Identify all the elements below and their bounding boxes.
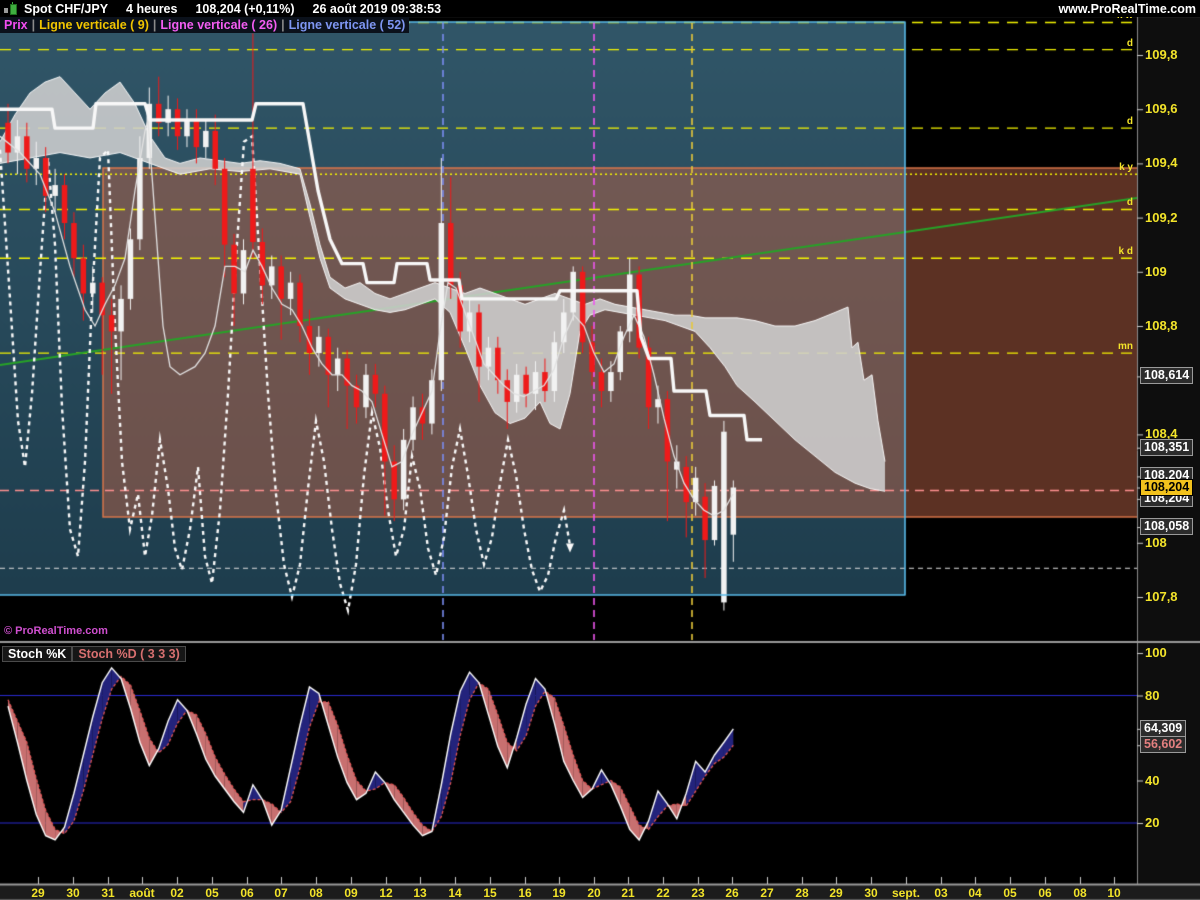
date-axis-label: 06 — [1038, 886, 1052, 900]
date-axis-label: 20 — [587, 886, 601, 900]
date-axis-label: 31 — [101, 886, 115, 900]
legend-separator: | — [31, 17, 36, 33]
date-axis-label: août — [129, 886, 155, 900]
price-axis-label: 109,4 — [1145, 155, 1178, 171]
date-axis-label: 08 — [1073, 886, 1087, 900]
date-axis-label: 16 — [518, 886, 532, 900]
price-axis-label: 108,8 — [1145, 318, 1178, 333]
price-axis-label: 109,8 — [1145, 47, 1178, 62]
date-axis-label: 09 — [344, 886, 358, 900]
pivot-level-label: k d — [1118, 246, 1133, 258]
pivot-level-label: k y — [1119, 162, 1133, 174]
stoch-axis-label: 20 — [1145, 815, 1160, 830]
price-axis-label: 108 — [1145, 534, 1167, 550]
candlestick-icon — [3, 2, 18, 15]
legend-item-0[interactable]: Prix — [0, 17, 32, 33]
indicator-legend-row: Prix | Ligne verticale ( 9) | Ligne vertical… — [0, 17, 410, 33]
price-axis-label: 109,2 — [1145, 209, 1178, 225]
date-axis-label: sept. — [891, 886, 920, 900]
date-axis-label: 21 — [621, 886, 635, 900]
date-axis-label: 26 — [725, 886, 739, 900]
legend-item-3[interactable]: Ligne verticale ( 52) — [284, 17, 410, 33]
stoch-value-box: 64,309 — [1140, 719, 1187, 737]
date-axis-label: 29 — [829, 886, 843, 900]
date-axis-label: 06 — [240, 886, 254, 900]
stoch-axis-label: 100 — [1145, 645, 1167, 660]
price-axis-label: 109,6 — [1145, 101, 1178, 117]
date-axis-label: 05 — [205, 886, 219, 900]
timeframe-label: 4 heures — [126, 1, 178, 16]
date-axis-label: 05 — [1003, 886, 1017, 900]
date-axis-label: 02 — [170, 886, 184, 900]
price-axis-label: 108,4 — [1145, 426, 1178, 442]
price-level-box: 108,614 — [1140, 367, 1194, 385]
date-axis-label: 07 — [274, 886, 288, 900]
price-axis-label: 109 — [1145, 263, 1167, 279]
date-axis-label: 08 — [309, 886, 323, 900]
price-level-box: 108,351 — [1140, 438, 1194, 456]
pivot-level-label: d — [1126, 116, 1133, 128]
legend-item-1[interactable]: Ligne verticale ( 9) — [35, 17, 153, 33]
price-level-box: 108,058 — [1140, 518, 1194, 536]
title-bar: Spot CHF/JPY 4 heures 108,204 (+0,11%) 2… — [0, 0, 1200, 17]
pivot-level-label: mn — [1118, 341, 1133, 353]
date-axis-label: 12 — [379, 886, 393, 900]
legend-separator: | — [152, 17, 157, 33]
date-axis-label: 30 — [864, 886, 878, 900]
date-axis-label: 23 — [691, 886, 705, 900]
date-axis-label: 27 — [760, 886, 774, 900]
stoch-header: Stoch %K Stoch %D ( 3 3 3) — [2, 646, 186, 662]
prorealtime-link[interactable]: www.ProRealTime.com — [1058, 1, 1196, 16]
date-axis-label: 14 — [448, 886, 462, 900]
date-axis-label: 13 — [413, 886, 427, 900]
stoch-k-legend[interactable]: Stoch %K — [2, 646, 73, 662]
date-axis-label: 19 — [552, 886, 566, 900]
date-axis-label: 29 — [31, 886, 45, 900]
date-axis-label: 10 — [1107, 886, 1121, 900]
date-axis-label: 15 — [483, 886, 497, 900]
copyright-watermark: © ProRealTime.com — [4, 625, 108, 637]
last-price-and-change: 108,204 (+0,11%) — [195, 1, 295, 16]
date-axis-label: 22 — [656, 886, 670, 900]
stoch-axis-label: 80 — [1145, 687, 1160, 703]
pivot-level-label: d — [1126, 197, 1133, 209]
date-axis-label: 30 — [66, 886, 80, 900]
stoch-value-box: 56,602 — [1140, 736, 1187, 754]
legend-separator: | — [281, 17, 285, 33]
price-axis-label: 107,8 — [1145, 589, 1178, 604]
date-axis-label: 03 — [934, 886, 948, 900]
pivot-level-label: d — [1126, 37, 1133, 49]
date-axis-label: 04 — [968, 886, 982, 900]
datetime-label: 26 août 2019 09:38:53 — [312, 1, 442, 16]
instrument-name: Spot CHF/JPY — [24, 1, 109, 16]
stoch-d-legend[interactable]: Stoch %D ( 3 3 3) — [72, 646, 186, 662]
current-price-box: 108,204 — [1140, 478, 1194, 496]
date-axis-label: 28 — [795, 886, 809, 900]
legend-item-2[interactable]: Ligne verticale ( 26) — [156, 17, 282, 33]
stoch-axis-label: 40 — [1145, 772, 1160, 788]
